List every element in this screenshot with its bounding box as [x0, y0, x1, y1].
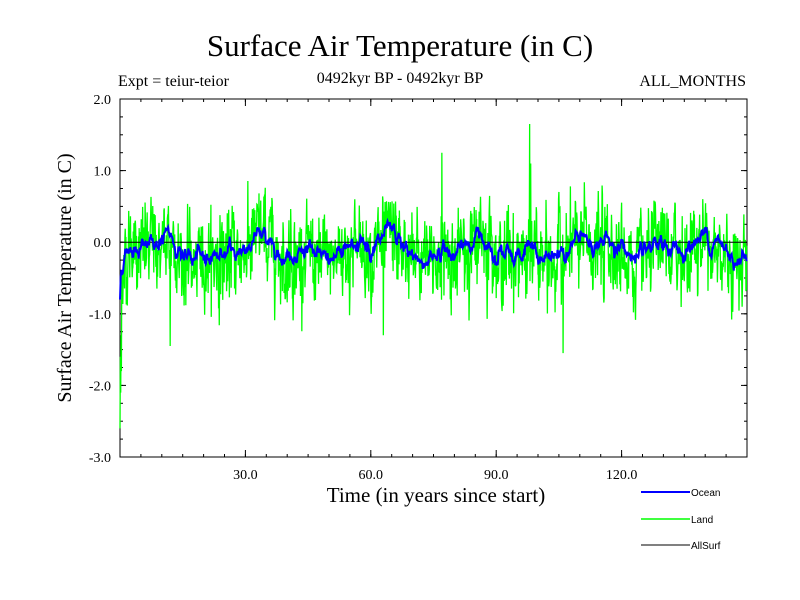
x-tick-label: 60.0	[359, 468, 384, 483]
x-tick-label: 120.0	[606, 468, 638, 483]
chart-title: Surface Air Temperature (in C)	[206, 28, 594, 63]
x-tick-label: 90.0	[484, 468, 509, 483]
y-tick-label: 1.0	[94, 165, 112, 180]
y-axis-label: Surface Air Temperature (in C)	[54, 153, 76, 402]
experiment-label: Expt = teiur-teior	[118, 73, 229, 90]
x-axis-label: Time (in years since start)	[327, 483, 546, 507]
months-label: ALL_MONTHS	[639, 73, 746, 90]
y-tick-label: 0.0	[94, 236, 112, 251]
x-tick-label: 30.0	[233, 468, 258, 483]
y-tick-label: 2.0	[94, 93, 112, 108]
legend-label-ocean: Ocean	[691, 488, 720, 499]
series-line-land	[119, 124, 748, 429]
legend-label-land: Land	[691, 515, 713, 526]
period-label: 0492kyr BP - 0492kyr BP	[316, 70, 484, 87]
series-line-ocean	[119, 217, 748, 300]
legend-label-allsurf: AllSurf	[691, 541, 721, 552]
y-tick-label: -3.0	[89, 451, 111, 466]
y-tick-label: -1.0	[89, 308, 111, 323]
y-tick-label: -2.0	[89, 379, 111, 394]
